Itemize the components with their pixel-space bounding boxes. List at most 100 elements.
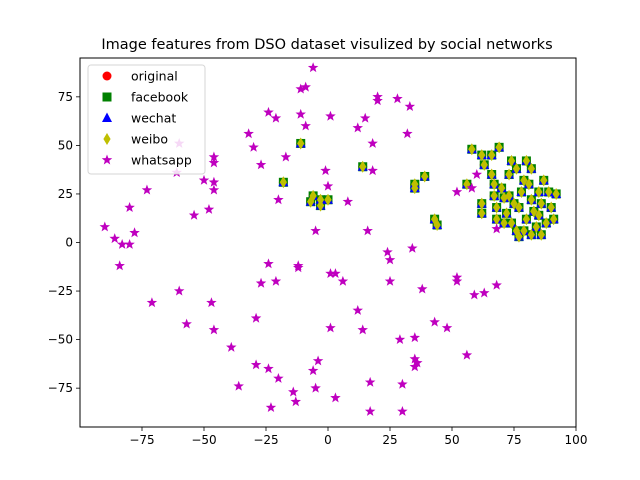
whatsapp-point (295, 83, 306, 94)
whatsapp-point (255, 277, 267, 288)
whatsapp-point (208, 324, 220, 335)
whatsapp-point (293, 262, 304, 273)
weibo-point (359, 160, 367, 173)
weibo-point (512, 162, 521, 175)
whatsapp-point (312, 355, 324, 366)
whatsapp-point (320, 165, 331, 176)
whatsapp-point (290, 396, 301, 407)
weibo-point (535, 186, 543, 199)
whatsapp-point (409, 332, 421, 343)
whatsapp-point (288, 386, 299, 397)
whatsapp-point (491, 223, 502, 234)
whatsapp-point (330, 268, 341, 279)
x-tick-label: −50 (191, 433, 216, 447)
whatsapp-point (198, 174, 210, 185)
weibo-point (530, 205, 538, 218)
weibo-point (316, 199, 325, 212)
weibo-point (324, 193, 332, 206)
legend-marker-weibo (103, 133, 111, 145)
legend-box (87, 64, 206, 175)
whatsapp-point (367, 165, 378, 176)
whatsapp-point (295, 108, 306, 119)
weibo-point (468, 143, 476, 156)
weibo-point (552, 187, 560, 200)
weibo-point (525, 178, 533, 191)
whatsapp-point (372, 95, 383, 106)
x-tick-label: 75 (506, 433, 521, 447)
whatsapp-point (352, 122, 363, 133)
whatsapp-point (325, 268, 336, 279)
whatsapp-point (263, 363, 274, 374)
whatsapp-point (412, 357, 423, 368)
whatsapp-point (280, 151, 292, 162)
plot-marks (99, 62, 562, 416)
whatsapp-point (263, 258, 274, 269)
x-tick-label: 25 (382, 433, 397, 447)
weibo-point (545, 186, 553, 199)
weibo-point (307, 195, 315, 208)
y-tick-label: 50 (58, 138, 73, 152)
whatsapp-point (325, 110, 336, 121)
weibo-point (507, 217, 516, 230)
whatsapp-point (461, 349, 473, 360)
weibo-point (532, 220, 540, 233)
whatsapp-point (206, 297, 217, 308)
weibo-point (547, 201, 555, 214)
whatsapp-point (250, 359, 262, 370)
whatsapp-point (307, 62, 319, 73)
whatsapp-point (372, 91, 383, 102)
whatsapp-point (141, 184, 153, 195)
whatsapp-point (188, 209, 200, 220)
weibo-point (505, 189, 513, 202)
weibo-point (527, 228, 535, 241)
weibo-point (478, 207, 486, 220)
whatsapp-point (226, 341, 237, 352)
weibo-point (493, 213, 501, 226)
whatsapp-point (208, 157, 220, 168)
weibo-point (279, 176, 287, 189)
weibo-point (500, 217, 508, 230)
whatsapp-point (99, 221, 111, 232)
weibo-point (478, 149, 486, 162)
weibo-point (498, 182, 506, 195)
whatsapp-point (429, 316, 440, 327)
weibo-point (550, 213, 558, 226)
y-tick-label: 0 (65, 236, 73, 250)
weibo-point (542, 217, 550, 230)
whatsapp-point (367, 137, 378, 148)
x-tick-label: 0 (324, 433, 332, 447)
whatsapp-point (359, 112, 371, 123)
weibo-point (537, 197, 545, 210)
whatsapp-point (307, 365, 319, 376)
weibo-point (507, 154, 516, 167)
whatsapp-point (491, 279, 502, 290)
y-tick-label: −50 (48, 333, 73, 347)
legend-label-whatsapp: whatsapp (131, 153, 192, 168)
whatsapp-point (471, 169, 483, 179)
whatsapp-point (300, 120, 311, 131)
weibo-point (490, 189, 498, 202)
x-tick-label: −25 (253, 433, 278, 447)
whatsapp-point (402, 128, 413, 139)
whatsapp-point (265, 402, 277, 413)
whatsapp-point (357, 324, 368, 335)
whatsapp-point (243, 128, 254, 139)
x-tick-label: 50 (444, 433, 459, 447)
x-axis: −75 −50 −25 0 25 50 75 100 (129, 427, 587, 447)
whatsapp-point (384, 275, 396, 286)
whatsapp-point (364, 405, 376, 416)
whatsapp-point (116, 238, 128, 249)
weibo-point (517, 186, 526, 199)
weibo-point (522, 213, 530, 226)
whatsapp-point (407, 242, 418, 253)
weibo-point (515, 230, 523, 243)
whatsapp-point (325, 322, 336, 333)
whatsapp-point (208, 176, 220, 187)
legend-label-facebook: facebook (131, 90, 189, 105)
whatsapp-point (255, 159, 267, 170)
whatsapp-point (397, 405, 408, 416)
whatsapp-point (300, 81, 311, 92)
weibo-point (480, 158, 488, 171)
weibo-point (527, 162, 535, 175)
whatsapp-point (466, 182, 478, 193)
